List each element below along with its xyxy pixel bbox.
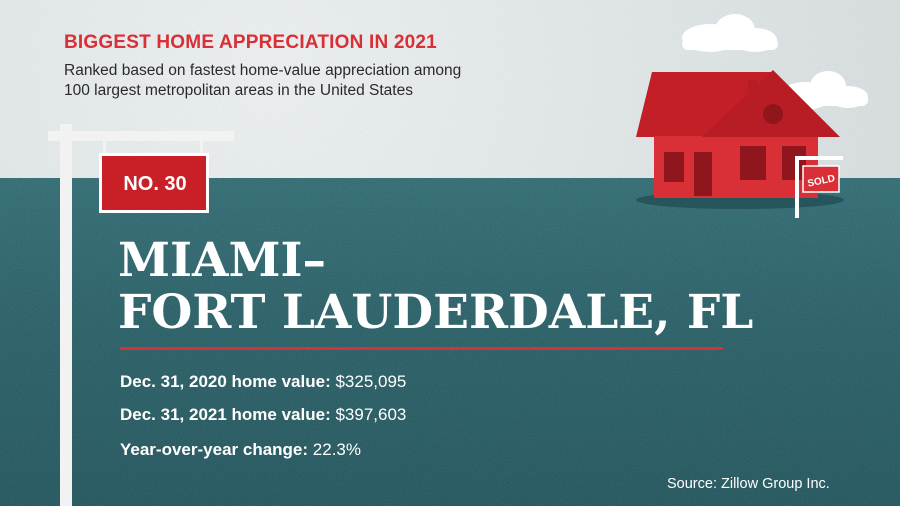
sold-sign-icon: SOLD: [795, 156, 843, 218]
subtitle-line: Ranked based on fastest home-value appre…: [64, 62, 462, 79]
subtitle-line: 100 largest metropolitan areas in the Un…: [64, 82, 413, 99]
stat-row: Dec. 31, 2020 home value: $325,095: [120, 372, 406, 392]
stat-value: $397,603: [335, 405, 407, 424]
kicker-title: BIGGEST HOME APPRECIATION IN 2021: [64, 32, 437, 53]
city-line: FORT LAUDERDALE, FL: [118, 285, 754, 340]
rank-label: NO. 30: [123, 173, 187, 195]
stat-label: Dec. 31, 2020 home value:: [120, 372, 331, 391]
stat-row: Year-over-year change: 22.3%: [120, 440, 361, 460]
stat-row: Dec. 31, 2021 home value: $397,603: [120, 405, 406, 425]
cloud-icon: [682, 14, 778, 52]
stat-value: $325,095: [335, 372, 407, 391]
source-note: Source: Zillow Group Inc.: [667, 476, 830, 492]
stat-label: Year-over-year change:: [120, 440, 309, 459]
stat-value: 22.3%: [312, 440, 361, 459]
divider: [120, 347, 723, 350]
city-title: MIAMI– FORT LAUDERDALE, FL: [118, 235, 753, 339]
stat-label: Dec. 31, 2021 home value:: [120, 405, 331, 424]
city-line: MIAMI–: [118, 233, 326, 288]
subtitle: Ranked based on fastest home-value appre…: [64, 61, 504, 101]
house-icon: [636, 70, 840, 198]
